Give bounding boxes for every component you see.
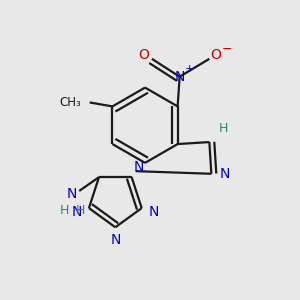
Text: H: H — [76, 204, 85, 217]
Text: −: − — [222, 42, 232, 56]
Text: N: N — [220, 167, 230, 181]
Text: N: N — [71, 205, 82, 219]
Text: O: O — [139, 48, 149, 62]
Text: H: H — [218, 122, 228, 135]
Text: +: + — [185, 64, 194, 74]
Text: N: N — [134, 160, 144, 174]
Text: N: N — [174, 70, 185, 84]
Text: O: O — [210, 48, 221, 62]
Text: N: N — [67, 187, 77, 201]
Text: CH₃: CH₃ — [59, 96, 81, 109]
Text: N: N — [110, 233, 121, 247]
Text: H: H — [60, 204, 69, 217]
Text: N: N — [149, 205, 159, 219]
